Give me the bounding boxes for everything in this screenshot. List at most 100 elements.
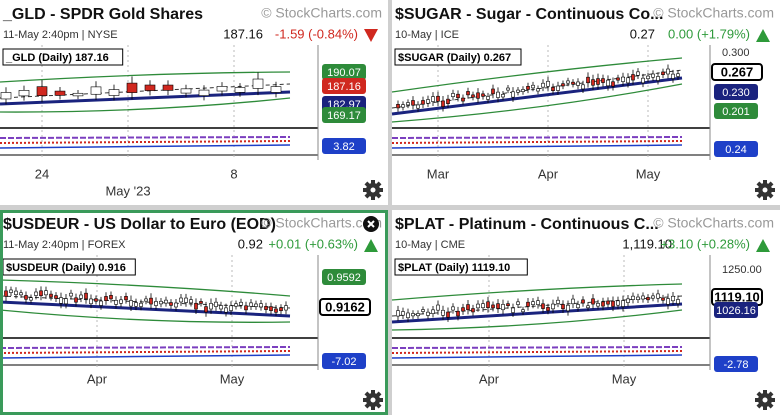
candle (36, 86, 48, 96)
date-line: 10-May | CME (395, 239, 465, 251)
candle (411, 100, 415, 106)
candle (456, 93, 460, 99)
change: -1.59 (-0.84%) (275, 26, 358, 41)
candle (59, 297, 63, 304)
candle (621, 300, 625, 307)
candle (24, 295, 28, 300)
candle (606, 300, 610, 305)
separator: | (79, 29, 88, 41)
candle (521, 309, 525, 313)
gear-hole (762, 187, 768, 193)
candle (64, 298, 68, 305)
candle (551, 87, 555, 92)
settings-gear[interactable] (755, 390, 775, 410)
candle (586, 76, 590, 84)
settings-gear[interactable] (755, 180, 775, 200)
candle (646, 75, 650, 80)
candle (596, 302, 600, 307)
panel-title: $PLAT - Platinum - Continuous C... (395, 216, 659, 233)
candle (546, 307, 550, 311)
candle (561, 83, 565, 87)
price-badge (322, 78, 366, 94)
candle (676, 73, 680, 77)
gear-tooth (378, 188, 383, 192)
candle (144, 298, 148, 302)
candle (446, 98, 450, 104)
gear-tooth (371, 195, 375, 200)
date: 10-May (395, 29, 432, 41)
candle (194, 302, 198, 310)
candle (651, 73, 655, 78)
panel: $SUGAR - Sugar - Continuous Co...© Stock… (391, 0, 780, 205)
change: +0.01 (+0.63%) (268, 236, 358, 251)
gear-tooth (755, 188, 760, 192)
candle (416, 313, 420, 317)
candle (536, 300, 540, 305)
candle (244, 305, 248, 311)
candle (114, 299, 118, 305)
candle (456, 310, 460, 317)
panel-title: _GLD - SPDR Gold Shares (2, 6, 203, 23)
candle (616, 77, 620, 81)
candle (184, 297, 188, 303)
lower-band (391, 83, 683, 123)
candle (471, 94, 475, 98)
candle (199, 301, 203, 304)
candle (461, 307, 465, 312)
settings-gear[interactable] (363, 390, 383, 410)
candle (9, 289, 13, 293)
axis-top-label: 0.300 (722, 47, 750, 59)
close-button[interactable] (363, 216, 379, 232)
candle (441, 100, 445, 107)
candle (566, 80, 570, 84)
candle (79, 294, 83, 299)
gear-tooth (756, 391, 763, 398)
candle (18, 90, 30, 97)
upper-band (0, 71, 291, 83)
candle (656, 76, 660, 81)
badge-text: 187.16 (327, 81, 361, 93)
candle (174, 302, 178, 308)
candle (511, 307, 515, 313)
upper-band (391, 283, 683, 301)
price-badge (322, 107, 366, 123)
candle (74, 297, 78, 303)
candle (631, 295, 635, 300)
watermark: © StockCharts.com (653, 5, 774, 21)
candle (661, 297, 665, 301)
candle (676, 299, 680, 304)
candle (671, 73, 675, 79)
exchange: ICE (441, 29, 459, 41)
gear-tooth (767, 391, 774, 398)
candle (551, 303, 555, 310)
date: 11-May 2:40pm (3, 29, 79, 41)
gear-tooth (375, 391, 382, 398)
candle (606, 79, 610, 87)
candle (270, 86, 282, 93)
candle (546, 80, 550, 87)
gear-tooth (756, 181, 763, 188)
candle (466, 91, 470, 96)
candle (531, 301, 535, 305)
candle (39, 290, 43, 297)
exchange: NYSE (88, 29, 118, 41)
date-line: 11-May 2:40pm | FOREX (3, 239, 126, 251)
exchange: FOREX (88, 239, 127, 251)
candle (506, 303, 510, 306)
price-badge (322, 138, 366, 154)
moving-average (0, 90, 291, 106)
candle (536, 88, 540, 92)
candle (104, 296, 108, 301)
x-label: May (220, 371, 245, 386)
indicator (0, 136, 291, 139)
date: 10-May (395, 239, 432, 251)
settings-gear[interactable] (363, 180, 383, 200)
indicator (391, 354, 683, 359)
candle (284, 305, 288, 311)
candle (571, 298, 575, 305)
candle (274, 308, 278, 313)
candle (466, 304, 470, 311)
gear-tooth (767, 181, 774, 188)
candle (94, 298, 98, 302)
selected-border (0, 210, 388, 415)
